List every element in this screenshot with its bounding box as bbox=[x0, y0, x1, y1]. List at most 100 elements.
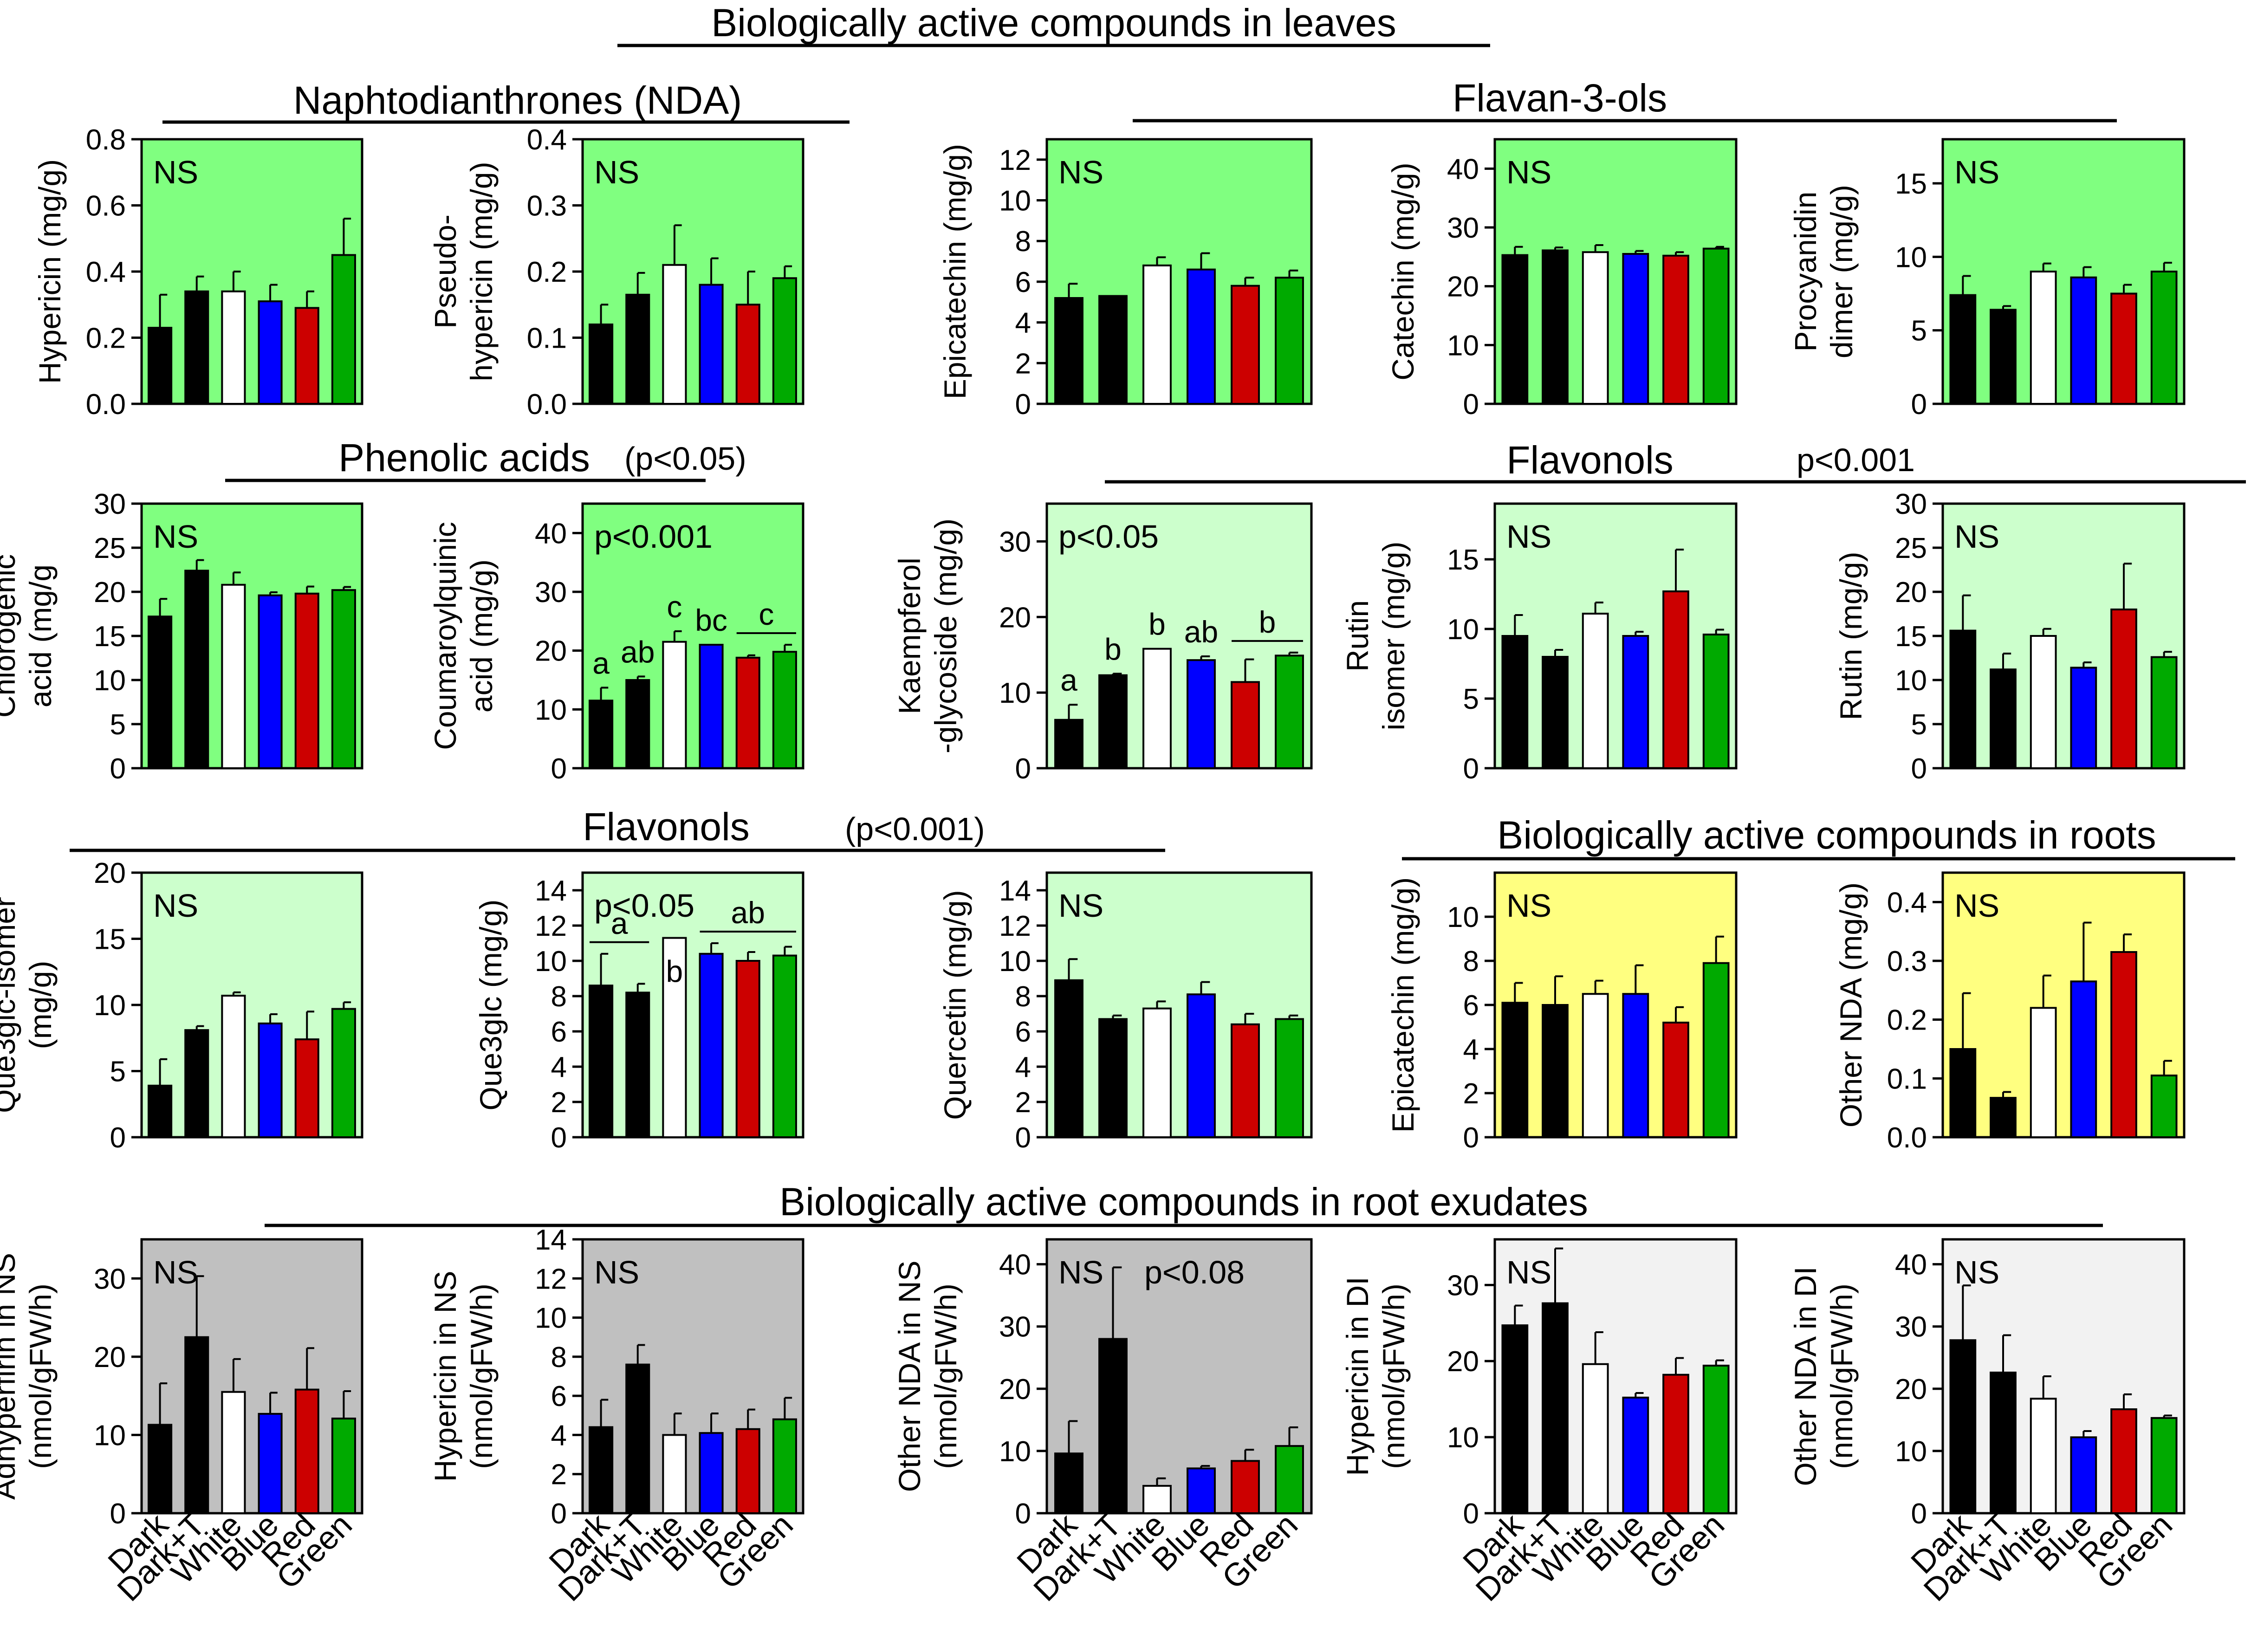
y-axis-label: Rutin (mg/g) bbox=[1834, 551, 1868, 720]
y-tick-label: 30 bbox=[999, 526, 1031, 558]
plot-area bbox=[581, 138, 804, 405]
y-tick-label: 20 bbox=[1447, 1346, 1479, 1378]
bar-green bbox=[1702, 247, 1730, 405]
plot-area bbox=[1941, 1238, 2186, 1515]
y-tick-label: 0.1 bbox=[527, 323, 567, 355]
bar-dark bbox=[1949, 294, 1977, 405]
y-tick-label: 12 bbox=[535, 1263, 567, 1295]
y-tick-label: 10 bbox=[94, 665, 126, 697]
significance-letter: ab bbox=[731, 895, 765, 930]
y-tick-label: 14 bbox=[535, 1224, 567, 1256]
y-tick-label: 10 bbox=[535, 1302, 567, 1335]
stat-label: NS bbox=[594, 154, 639, 190]
y-tick-label: 5 bbox=[1911, 315, 1927, 347]
bar-blue bbox=[1622, 1396, 1649, 1515]
bar-dark bbox=[148, 1084, 173, 1139]
y-axis-label: (nmol/gFW/h) bbox=[1824, 1283, 1859, 1469]
bar-dark-plus-t bbox=[184, 1336, 209, 1515]
bar-dark-plus-t bbox=[1542, 1004, 1569, 1138]
plot-area bbox=[1941, 502, 2186, 770]
y-tick-label: 8 bbox=[551, 1341, 567, 1373]
bar-red bbox=[1662, 590, 1689, 769]
stat-label: NS bbox=[1954, 888, 1999, 924]
plot-area bbox=[1493, 502, 1738, 770]
y-tick-label: 10 bbox=[999, 946, 1031, 978]
stat-label: NS bbox=[153, 518, 198, 555]
y-axis-label: Rutin bbox=[1340, 600, 1375, 672]
y-axis-label: Other NDA in DI bbox=[1788, 1266, 1823, 1486]
y-tick-label: 20 bbox=[94, 577, 126, 609]
plot-area bbox=[1045, 1238, 1313, 1515]
chart-rutin-leaves: 0 5 10 15 20 25 30 Rutin (mg/g) NS bbox=[1834, 488, 2186, 785]
stat-label: NS bbox=[1506, 888, 1551, 924]
bar-dark-plus-t bbox=[1098, 1338, 1128, 1514]
y-tick-label: 6 bbox=[551, 1380, 567, 1412]
bar-dark bbox=[1501, 1002, 1529, 1138]
y-tick-label: 10 bbox=[94, 1419, 126, 1451]
bar-white bbox=[1142, 1007, 1172, 1139]
bar-white bbox=[662, 937, 687, 1138]
y-axis-label: Hypericin (mg/g) bbox=[32, 159, 67, 384]
y-tick-label: 4 bbox=[551, 1419, 567, 1451]
significance-letter: bc bbox=[695, 603, 727, 637]
section-title-phenolic: Phenolic acids bbox=[338, 436, 590, 479]
y-axis-label: (mg/g) bbox=[23, 961, 58, 1050]
plot-area bbox=[1941, 138, 2186, 405]
chart-que3glc-isomer-leaves: 0 5 10 15 20 Que3glc-isomer (mg/g) NS bbox=[0, 857, 363, 1154]
chart-catechin-leaves: 0 10 20 30 40 Catechin (mg/g) NS bbox=[1386, 138, 1738, 421]
y-tick-label: 0.2 bbox=[527, 256, 567, 288]
plot-area bbox=[1941, 871, 2186, 1139]
bar-white bbox=[662, 1434, 687, 1514]
chart-coumaroylquinic-leaves: 0 10 20 30 40 Coumaroylquinic acid (mg/g) p<0.0… bbox=[428, 502, 804, 785]
bar-red bbox=[294, 1038, 319, 1139]
bar-blue bbox=[1622, 635, 1649, 769]
plot-area bbox=[581, 871, 804, 1139]
y-axis-label: (nmol/gFW/h) bbox=[1376, 1283, 1411, 1469]
bar-dark bbox=[1949, 1339, 1977, 1515]
bar-blue bbox=[1187, 993, 1216, 1138]
y-tick-label: 0 bbox=[1015, 753, 1031, 785]
y-tick-label: 10 bbox=[999, 677, 1031, 709]
y-tick-label: 0.4 bbox=[86, 256, 126, 288]
bar-blue bbox=[2070, 980, 2097, 1138]
plot-area bbox=[140, 1238, 363, 1515]
y-tick-label: 20 bbox=[1447, 271, 1479, 303]
bar-green bbox=[1702, 634, 1730, 769]
y-axis-label: Coumaroylquinic bbox=[428, 522, 462, 750]
y-tick-label: 0.0 bbox=[527, 389, 567, 421]
y-tick-label: 0 bbox=[110, 1122, 126, 1154]
y-tick-label: 40 bbox=[999, 1249, 1031, 1281]
y-tick-label: 6 bbox=[1015, 1016, 1031, 1048]
plot-area bbox=[140, 138, 363, 405]
y-tick-label: 10 bbox=[1895, 1436, 1927, 1468]
y-axis-label: isomer (mg/g) bbox=[1376, 541, 1411, 730]
bar-red bbox=[2110, 1408, 2137, 1514]
y-axis-label: dimer (mg/g) bbox=[1824, 185, 1859, 358]
bar-red bbox=[1231, 681, 1260, 770]
y-tick-label: 0.4 bbox=[527, 124, 567, 156]
bar-dark bbox=[1054, 719, 1083, 770]
bar-blue bbox=[258, 1412, 283, 1515]
stat-label: NS bbox=[594, 1254, 639, 1290]
bar-dark-plus-t bbox=[625, 293, 650, 405]
bar-green bbox=[1275, 277, 1304, 405]
y-tick-label: 40 bbox=[1895, 1249, 1927, 1281]
y-tick-label: 0.6 bbox=[86, 190, 126, 222]
bar-red bbox=[1662, 1373, 1689, 1514]
bar-dark-plus-t bbox=[1542, 656, 1569, 769]
bar-red bbox=[1662, 1022, 1689, 1138]
significance-letter: b bbox=[1148, 607, 1166, 641]
bar-white bbox=[221, 995, 246, 1139]
bar-red bbox=[735, 656, 760, 770]
y-tick-label: 10 bbox=[999, 1436, 1031, 1468]
bar-dark bbox=[1501, 254, 1529, 405]
y-tick-label: 0 bbox=[1015, 1498, 1031, 1530]
y-tick-label: 30 bbox=[94, 1263, 126, 1295]
chart-epicatechin-roots: 0 2 4 6 8 10 Epicatechin (mg/g) NS bbox=[1386, 871, 1738, 1154]
chart-pseudohypericin-leaves: 0.0 0.1 0.2 0.3 0.4 Pseudo-hypericin (mg/g) NS bbox=[428, 124, 804, 421]
bar-white bbox=[221, 1391, 246, 1515]
bar-dark-plus-t bbox=[1098, 674, 1128, 769]
